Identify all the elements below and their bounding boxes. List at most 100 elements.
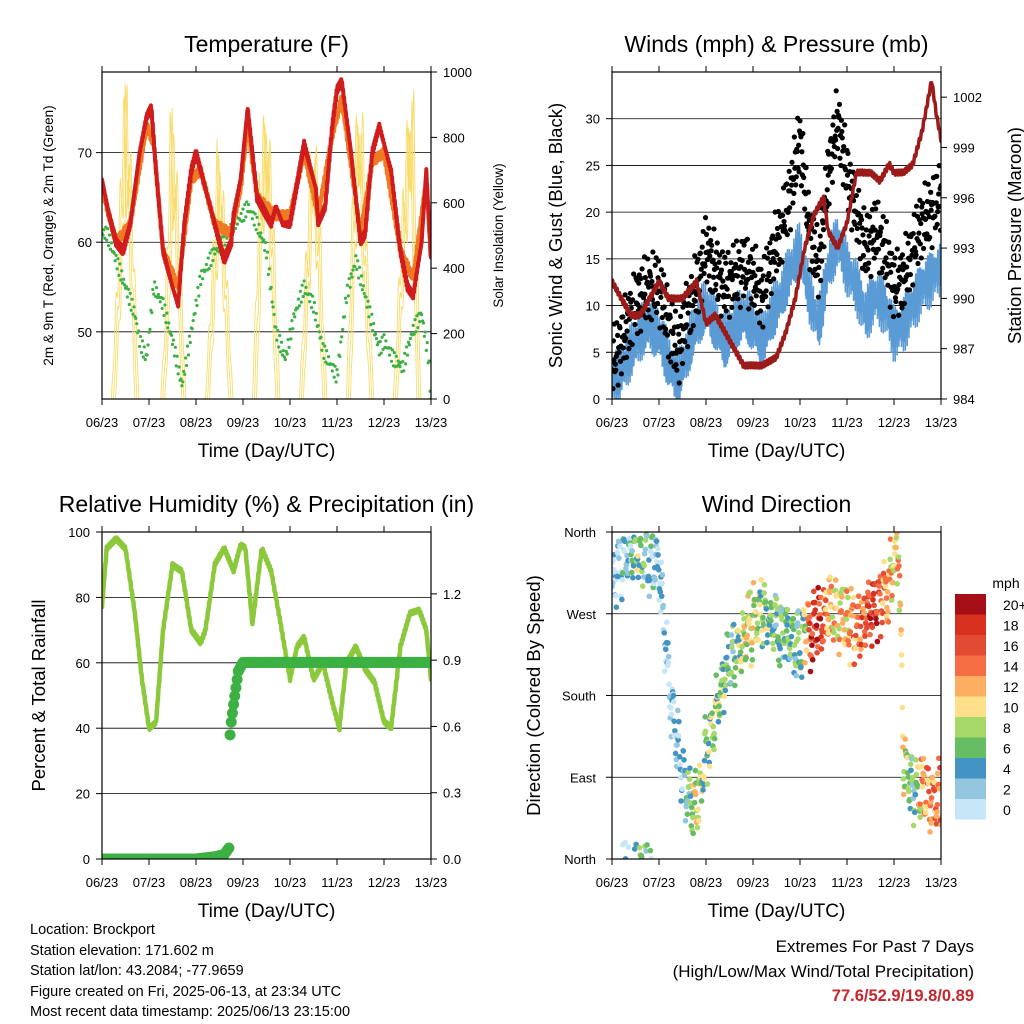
x-tick-label: 08/23	[180, 415, 213, 430]
dewpoint-point	[197, 294, 201, 298]
gust-point	[918, 220, 924, 227]
gust-point	[740, 274, 746, 280]
direction-point	[738, 668, 745, 675]
gust-point	[790, 200, 796, 206]
dewpoint-point	[292, 312, 296, 316]
gust-point	[744, 236, 750, 242]
direction-point	[728, 669, 734, 676]
direction-point	[702, 728, 709, 735]
dewpoint-point	[158, 300, 162, 304]
direction-point	[713, 672, 719, 678]
dewpoint-point	[126, 287, 130, 291]
dewpoint-point	[422, 334, 427, 338]
direction-point	[749, 656, 756, 663]
direction-point	[706, 749, 712, 755]
direction-point	[688, 804, 695, 811]
direction-point	[874, 638, 881, 645]
direction-point	[730, 648, 736, 655]
legend-swatch	[955, 778, 986, 799]
direction-point	[797, 649, 803, 656]
x-tick-label: 13/23	[415, 415, 448, 430]
gust-point	[871, 255, 877, 261]
gust-point	[811, 244, 817, 250]
y-tick-label: 5	[593, 345, 600, 360]
x-axis-label: Time (Day/UTC)	[198, 901, 336, 922]
direction-point	[847, 661, 853, 668]
direction-point	[735, 627, 741, 633]
legend-label: 2	[1003, 782, 1011, 798]
dewpoint-point	[188, 340, 192, 345]
gust-point	[935, 209, 941, 215]
direction-point	[722, 676, 728, 683]
legend-label: 10	[1003, 700, 1019, 716]
gust-point	[896, 312, 902, 318]
gust-point	[714, 265, 720, 271]
dewpoint-point	[378, 339, 382, 344]
gust-point	[936, 203, 941, 210]
direction-point	[670, 692, 677, 699]
dewpoint-point	[130, 297, 134, 301]
direction-point	[676, 753, 683, 760]
direction-point	[784, 606, 791, 613]
y-right-tick-label: 0.9	[443, 653, 461, 668]
dewpoint-point	[127, 302, 131, 307]
gust-point	[654, 309, 660, 315]
gust-point	[737, 304, 743, 310]
direction-point	[752, 608, 759, 615]
direction-point	[859, 614, 865, 621]
gust-point	[612, 386, 616, 392]
gust-point	[808, 235, 814, 241]
dewpoint-point	[223, 243, 227, 247]
gust-point	[617, 358, 624, 364]
gust-point	[720, 278, 726, 284]
dewpoint-point	[245, 200, 249, 204]
y-right-tick-label: 0.3	[443, 786, 461, 801]
x-tick-label: 07/23	[133, 415, 166, 430]
x-axis-label: Time (Day/UTC)	[708, 441, 846, 462]
dewpoint-point	[154, 286, 159, 290]
gust-point	[710, 274, 717, 280]
dewpoint-point	[358, 283, 363, 287]
dewpoint-point	[311, 310, 316, 314]
direction-point	[917, 801, 924, 808]
gust-point	[661, 272, 667, 278]
gust-point	[809, 258, 815, 264]
gust-point	[832, 154, 838, 160]
y-right-tick-label: 200	[443, 327, 465, 342]
direction-point	[830, 637, 837, 643]
direction-point	[810, 588, 817, 595]
gust-point	[638, 328, 644, 334]
dewpoint-point	[172, 354, 176, 358]
direction-point	[885, 619, 892, 625]
gust-point	[889, 250, 895, 257]
direction-point	[869, 624, 876, 630]
dewpoint-point	[166, 326, 170, 330]
direction-point	[747, 589, 753, 596]
dewpoint-point	[367, 315, 371, 319]
gust-point	[907, 271, 914, 278]
gust-point	[756, 320, 763, 326]
direction-point	[764, 639, 770, 646]
dewpoint-point	[165, 311, 169, 315]
direction-point	[646, 557, 652, 563]
gust-point	[905, 240, 911, 246]
y-tick-label: 15	[586, 252, 600, 267]
legend-swatch	[955, 758, 986, 779]
direction-point	[658, 559, 665, 566]
dewpoint-point	[185, 363, 189, 368]
dewpoint-point	[119, 278, 123, 282]
gust-point	[775, 208, 781, 215]
gust-point	[913, 203, 920, 209]
legend-label: 4	[1003, 761, 1011, 777]
legend-label: 8	[1003, 720, 1011, 736]
gust-point	[699, 244, 705, 250]
dewpoint-point	[275, 338, 279, 342]
direction-point	[827, 589, 833, 596]
gust-point	[649, 278, 655, 285]
direction-point	[732, 665, 739, 671]
gust-point	[749, 246, 756, 252]
dewpoint-point	[191, 318, 195, 323]
direction-point	[837, 600, 843, 606]
gust-point	[706, 273, 712, 279]
gust-point	[685, 310, 691, 316]
